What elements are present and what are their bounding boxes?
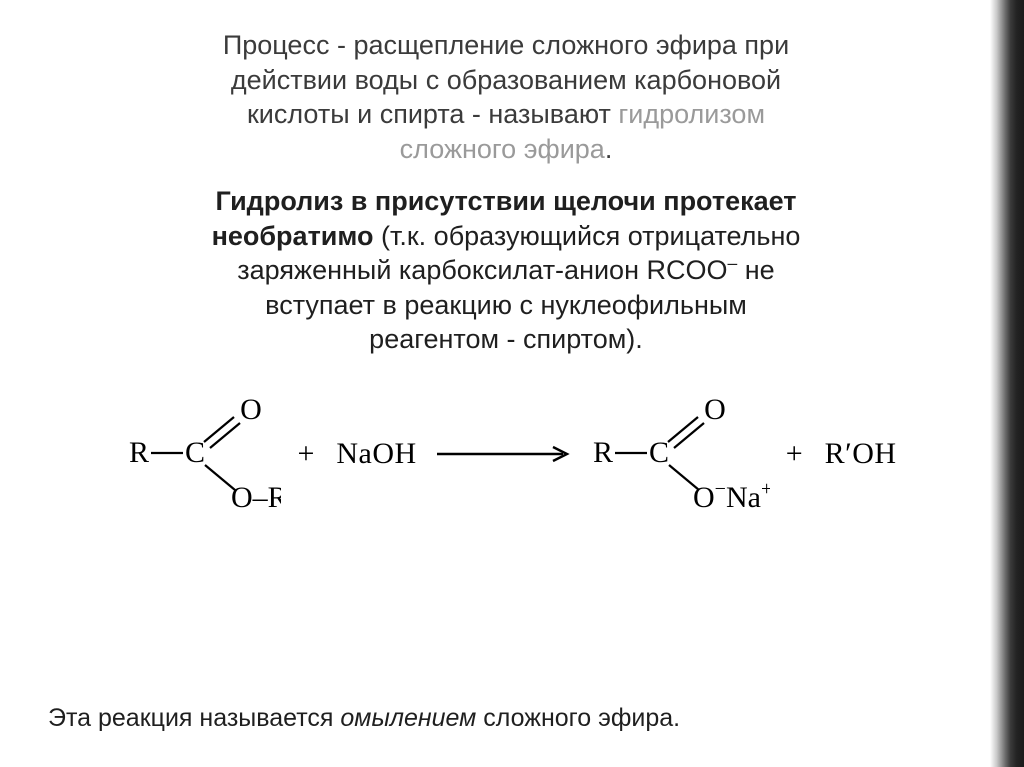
intro-dot: .	[605, 134, 613, 164]
intro-term1: гидролизом	[618, 99, 765, 129]
ester-reactant-structure: R C O O–R′	[121, 399, 281, 509]
body-paragraph: Гидролиз в присутствии щелочи протекает …	[48, 170, 964, 357]
body-plain1: (т.к. образующийся отрицательно	[381, 221, 800, 251]
svg-text:C: C	[649, 436, 669, 469]
intro-paragraph: Процесс - расщепление сложного эфира при…	[48, 28, 964, 170]
intro-line1: Процесс - расщепление сложного эфира при	[223, 30, 789, 60]
label-O-double2: O	[704, 399, 726, 426]
carboxylate-product-structure: R C O O−Na+	[585, 399, 770, 509]
reaction-scheme: R C O O–R′ + NaOH R C	[48, 357, 964, 509]
product-alcohol: R′OH	[819, 437, 903, 471]
intro-line3a: кислоты и спирта - называют	[247, 99, 618, 129]
slide-content: Процесс - расщепление сложного эфира при…	[0, 0, 1024, 767]
body-plain2: заряженный карбоксилат-анион RCOO	[237, 255, 727, 285]
footnote-italic: омылением	[340, 704, 476, 732]
body-superscript-minus: –	[728, 253, 738, 273]
plus-sign-2: +	[780, 437, 809, 471]
svg-text:O–R′: O–R′	[231, 481, 281, 509]
label-O-single: O	[231, 481, 253, 509]
body-plain3: вступает в реакцию с нуклеофильным	[265, 290, 747, 320]
intro-term2: сложного эфира	[400, 134, 605, 164]
label-R: R	[129, 436, 149, 469]
svg-text:O−Na+: O−Na+	[693, 478, 770, 509]
body-plain2b: не	[737, 255, 774, 285]
reagent-naoh: NaOH	[330, 437, 422, 471]
body-bold1: Гидролиз в присутствии щелочи протекает	[215, 186, 796, 216]
footnote-text: Эта реакция называется омылением сложног…	[48, 704, 978, 733]
svg-text:C: C	[185, 436, 205, 469]
plus-sign-1: +	[291, 437, 320, 471]
footnote-pre: Эта реакция называется	[48, 704, 340, 732]
footnote-post: сложного эфира.	[476, 704, 680, 732]
body-bold2: необратимо	[212, 221, 381, 251]
reaction-arrow	[433, 442, 575, 466]
label-R2: R	[593, 436, 613, 469]
label-O-double: O	[241, 399, 263, 426]
body-plain4: реагентом - спиртом).	[369, 324, 643, 354]
label-Rprime: R′	[268, 481, 281, 509]
decorative-right-stripe	[990, 0, 1024, 767]
intro-line2: действии воды с образованием карбоновой	[231, 65, 781, 95]
